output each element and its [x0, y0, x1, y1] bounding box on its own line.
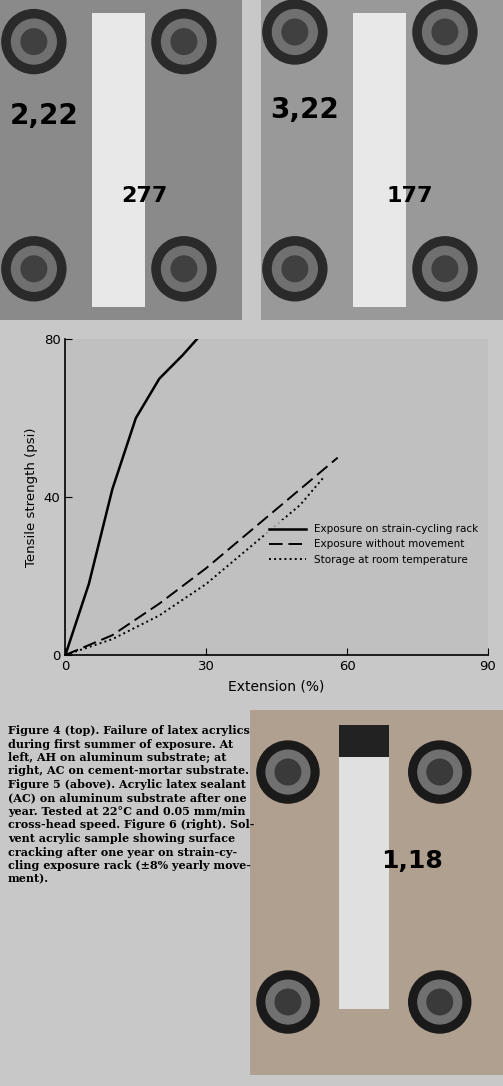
- Text: 177: 177: [387, 186, 434, 205]
- Circle shape: [418, 750, 462, 794]
- Circle shape: [21, 256, 47, 281]
- Bar: [339, 724, 389, 757]
- Circle shape: [282, 256, 308, 281]
- Circle shape: [263, 0, 327, 64]
- Exposure on strain-cycling rack: [133, 412, 139, 425]
- Circle shape: [21, 29, 47, 54]
- Text: 3,22: 3,22: [271, 96, 340, 124]
- Text: 1,18: 1,18: [382, 848, 443, 873]
- Text: vent acrylic sample showing surface: vent acrylic sample showing surface: [8, 833, 235, 844]
- Circle shape: [413, 237, 477, 301]
- Circle shape: [12, 20, 56, 64]
- Circle shape: [432, 256, 458, 281]
- Storage at room temperature: [320, 471, 326, 484]
- Bar: [339, 735, 389, 1009]
- Storage at room temperature: [297, 498, 303, 512]
- Circle shape: [432, 20, 458, 45]
- Exposure without movement: [109, 629, 115, 642]
- Circle shape: [161, 20, 206, 64]
- Text: Figure 4 (top). Failure of latex acrylics: Figure 4 (top). Failure of latex acrylic…: [8, 725, 250, 736]
- Exposure on strain-cycling rack: [86, 578, 92, 591]
- Text: ment).: ment).: [8, 873, 49, 884]
- Bar: [92, 13, 145, 307]
- Circle shape: [257, 741, 319, 803]
- X-axis label: Extension (%): Extension (%): [228, 680, 325, 694]
- Text: cling exposure rack (±8% yearly move-: cling exposure rack (±8% yearly move-: [8, 860, 251, 871]
- Storage at room temperature: [203, 578, 209, 591]
- Circle shape: [171, 29, 197, 54]
- Circle shape: [418, 980, 462, 1024]
- Circle shape: [409, 741, 471, 803]
- Text: 2,22: 2,22: [10, 102, 78, 130]
- Y-axis label: Tensile strength (psi): Tensile strength (psi): [25, 428, 38, 567]
- Exposure on strain-cycling rack: [109, 482, 115, 495]
- Bar: [353, 13, 406, 307]
- Circle shape: [152, 10, 216, 74]
- Text: right, AC on cement-mortar substrate.: right, AC on cement-mortar substrate.: [8, 766, 249, 776]
- Bar: [261, 0, 503, 320]
- Text: year. Tested at 22°C and 0.05 mm/min: year. Tested at 22°C and 0.05 mm/min: [8, 806, 245, 817]
- Circle shape: [266, 980, 310, 1024]
- Storage at room temperature: [250, 538, 256, 551]
- Circle shape: [152, 237, 216, 301]
- Circle shape: [2, 10, 66, 74]
- Bar: [0, 0, 242, 320]
- Exposure without movement: [203, 561, 209, 574]
- Circle shape: [423, 10, 467, 54]
- Text: left, AH on aluminum substrate; at: left, AH on aluminum substrate; at: [8, 752, 226, 763]
- Circle shape: [257, 971, 319, 1033]
- Circle shape: [413, 0, 477, 64]
- Exposure without movement: [297, 482, 303, 495]
- Circle shape: [273, 10, 317, 54]
- Text: cross-head speed. Figure 6 (right). Sol-: cross-head speed. Figure 6 (right). Sol-: [8, 820, 255, 831]
- Text: during first summer of exposure. At: during first summer of exposure. At: [8, 738, 233, 749]
- Exposure without movement: [334, 451, 341, 464]
- Circle shape: [161, 247, 206, 291]
- Circle shape: [2, 237, 66, 301]
- Legend: Exposure on strain-cycling rack, Exposure without movement, Storage at room temp: Exposure on strain-cycling rack, Exposur…: [265, 520, 483, 569]
- Exposure without movement: [250, 522, 256, 535]
- Storage at room temperature: [109, 633, 115, 646]
- Circle shape: [171, 256, 197, 281]
- Circle shape: [427, 989, 453, 1014]
- Bar: [250, 710, 503, 1075]
- Line: Exposure without movement: Exposure without movement: [65, 457, 338, 655]
- Circle shape: [282, 20, 308, 45]
- Storage at room temperature: [156, 609, 162, 622]
- Circle shape: [263, 237, 327, 301]
- Line: Exposure on strain-cycling rack: Exposure on strain-cycling rack: [65, 339, 197, 655]
- Circle shape: [423, 247, 467, 291]
- Line: Storage at room temperature: Storage at room temperature: [65, 478, 323, 655]
- Exposure on strain-cycling rack: [156, 372, 162, 386]
- Text: cracking after one year on strain-cy-: cracking after one year on strain-cy-: [8, 846, 237, 858]
- Exposure on strain-cycling rack: [180, 349, 186, 362]
- Circle shape: [266, 750, 310, 794]
- Text: 277: 277: [121, 186, 167, 205]
- Circle shape: [275, 759, 301, 785]
- Exposure without movement: [62, 648, 68, 661]
- Circle shape: [427, 759, 453, 785]
- Exposure on strain-cycling rack: [62, 648, 68, 661]
- Bar: [242, 0, 261, 320]
- Circle shape: [275, 989, 301, 1014]
- Exposure without movement: [156, 597, 162, 610]
- Exposure on strain-cycling rack: [194, 332, 200, 345]
- Circle shape: [12, 247, 56, 291]
- Text: Figure 5 (above). Acrylic latex sealant: Figure 5 (above). Acrylic latex sealant: [8, 779, 246, 790]
- Storage at room temperature: [62, 648, 68, 661]
- Circle shape: [273, 247, 317, 291]
- Text: (AC) on aluminum substrate after one: (AC) on aluminum substrate after one: [8, 793, 246, 804]
- Circle shape: [409, 971, 471, 1033]
